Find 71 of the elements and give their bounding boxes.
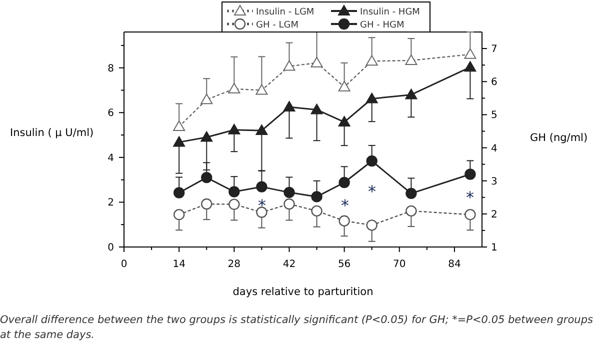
point bbox=[405, 88, 418, 100]
point bbox=[338, 215, 350, 226]
point bbox=[284, 186, 295, 198]
point bbox=[406, 188, 417, 200]
x-tick-label: 28 bbox=[228, 259, 241, 270]
point bbox=[283, 60, 296, 71]
point bbox=[405, 54, 418, 65]
y2-tick-label: 5 bbox=[491, 110, 498, 122]
point bbox=[200, 131, 213, 142]
point bbox=[173, 208, 185, 220]
point bbox=[464, 168, 476, 180]
y2-tick-label: 3 bbox=[491, 176, 498, 188]
point bbox=[464, 48, 476, 59]
x-tick-label: 70 bbox=[393, 259, 406, 270]
point bbox=[228, 82, 240, 94]
y-tick-label: 4 bbox=[108, 152, 114, 164]
point bbox=[366, 92, 378, 104]
annotation: * bbox=[341, 196, 349, 215]
point bbox=[201, 198, 212, 210]
legend-label: Insulin - HGM bbox=[360, 8, 420, 18]
point bbox=[283, 101, 296, 112]
legend-label: Insulin - LGM bbox=[256, 8, 314, 18]
y-tick-label: 2 bbox=[108, 198, 114, 209]
y2-tick-label: 6 bbox=[491, 77, 498, 88]
point bbox=[338, 176, 350, 188]
text: Overall difference between the two groups is statistically significant (P<0.05) for GH; *=P<0.05 between groups at the same days. bbox=[0, 313, 594, 343]
x-tick-label: 42 bbox=[282, 259, 296, 270]
point bbox=[464, 61, 476, 72]
legend-label: GH - LGM bbox=[256, 20, 298, 30]
point bbox=[311, 205, 322, 217]
y-tick-label: 0 bbox=[108, 242, 114, 254]
point bbox=[338, 80, 350, 92]
point bbox=[256, 124, 268, 136]
y2-axis-title: GH (ng/ml) bbox=[530, 132, 588, 144]
y2-tick-label: 2 bbox=[491, 209, 498, 220]
y-tick-label: 6 bbox=[108, 108, 114, 120]
point bbox=[464, 208, 476, 220]
y2-tick-label: 7 bbox=[491, 44, 498, 56]
point bbox=[201, 172, 212, 184]
point bbox=[173, 136, 186, 147]
point bbox=[256, 181, 268, 192]
point bbox=[228, 198, 240, 210]
point bbox=[338, 116, 350, 127]
point bbox=[173, 120, 186, 132]
point bbox=[310, 104, 323, 114]
point bbox=[256, 84, 268, 95]
x-tick-label: 14 bbox=[172, 259, 186, 270]
legend-label: GH - HGM bbox=[360, 20, 404, 30]
point bbox=[228, 124, 240, 134]
point bbox=[310, 56, 323, 68]
x-tick-label: 0 bbox=[120, 259, 128, 270]
annotation: * bbox=[368, 182, 376, 201]
point bbox=[228, 186, 240, 198]
annotation: * bbox=[258, 196, 266, 215]
point bbox=[366, 220, 378, 231]
y2-tick-label: 1 bbox=[491, 242, 498, 254]
point bbox=[200, 94, 213, 104]
point bbox=[366, 155, 378, 167]
annotation: * bbox=[466, 188, 474, 207]
point bbox=[256, 206, 268, 218]
point bbox=[366, 55, 378, 66]
point bbox=[406, 205, 417, 217]
y-axis-title: Insulin ( μ U/ml) bbox=[10, 127, 94, 139]
x-axis-title: days relative to parturition bbox=[232, 286, 374, 298]
point bbox=[284, 198, 295, 210]
point bbox=[311, 191, 322, 202]
x-tick-label: 84 bbox=[448, 259, 461, 270]
x-tick-label: 56 bbox=[338, 259, 351, 270]
y2-tick-label: 4 bbox=[491, 143, 498, 154]
point bbox=[173, 187, 185, 198]
y-tick-label: 8 bbox=[108, 63, 114, 74]
